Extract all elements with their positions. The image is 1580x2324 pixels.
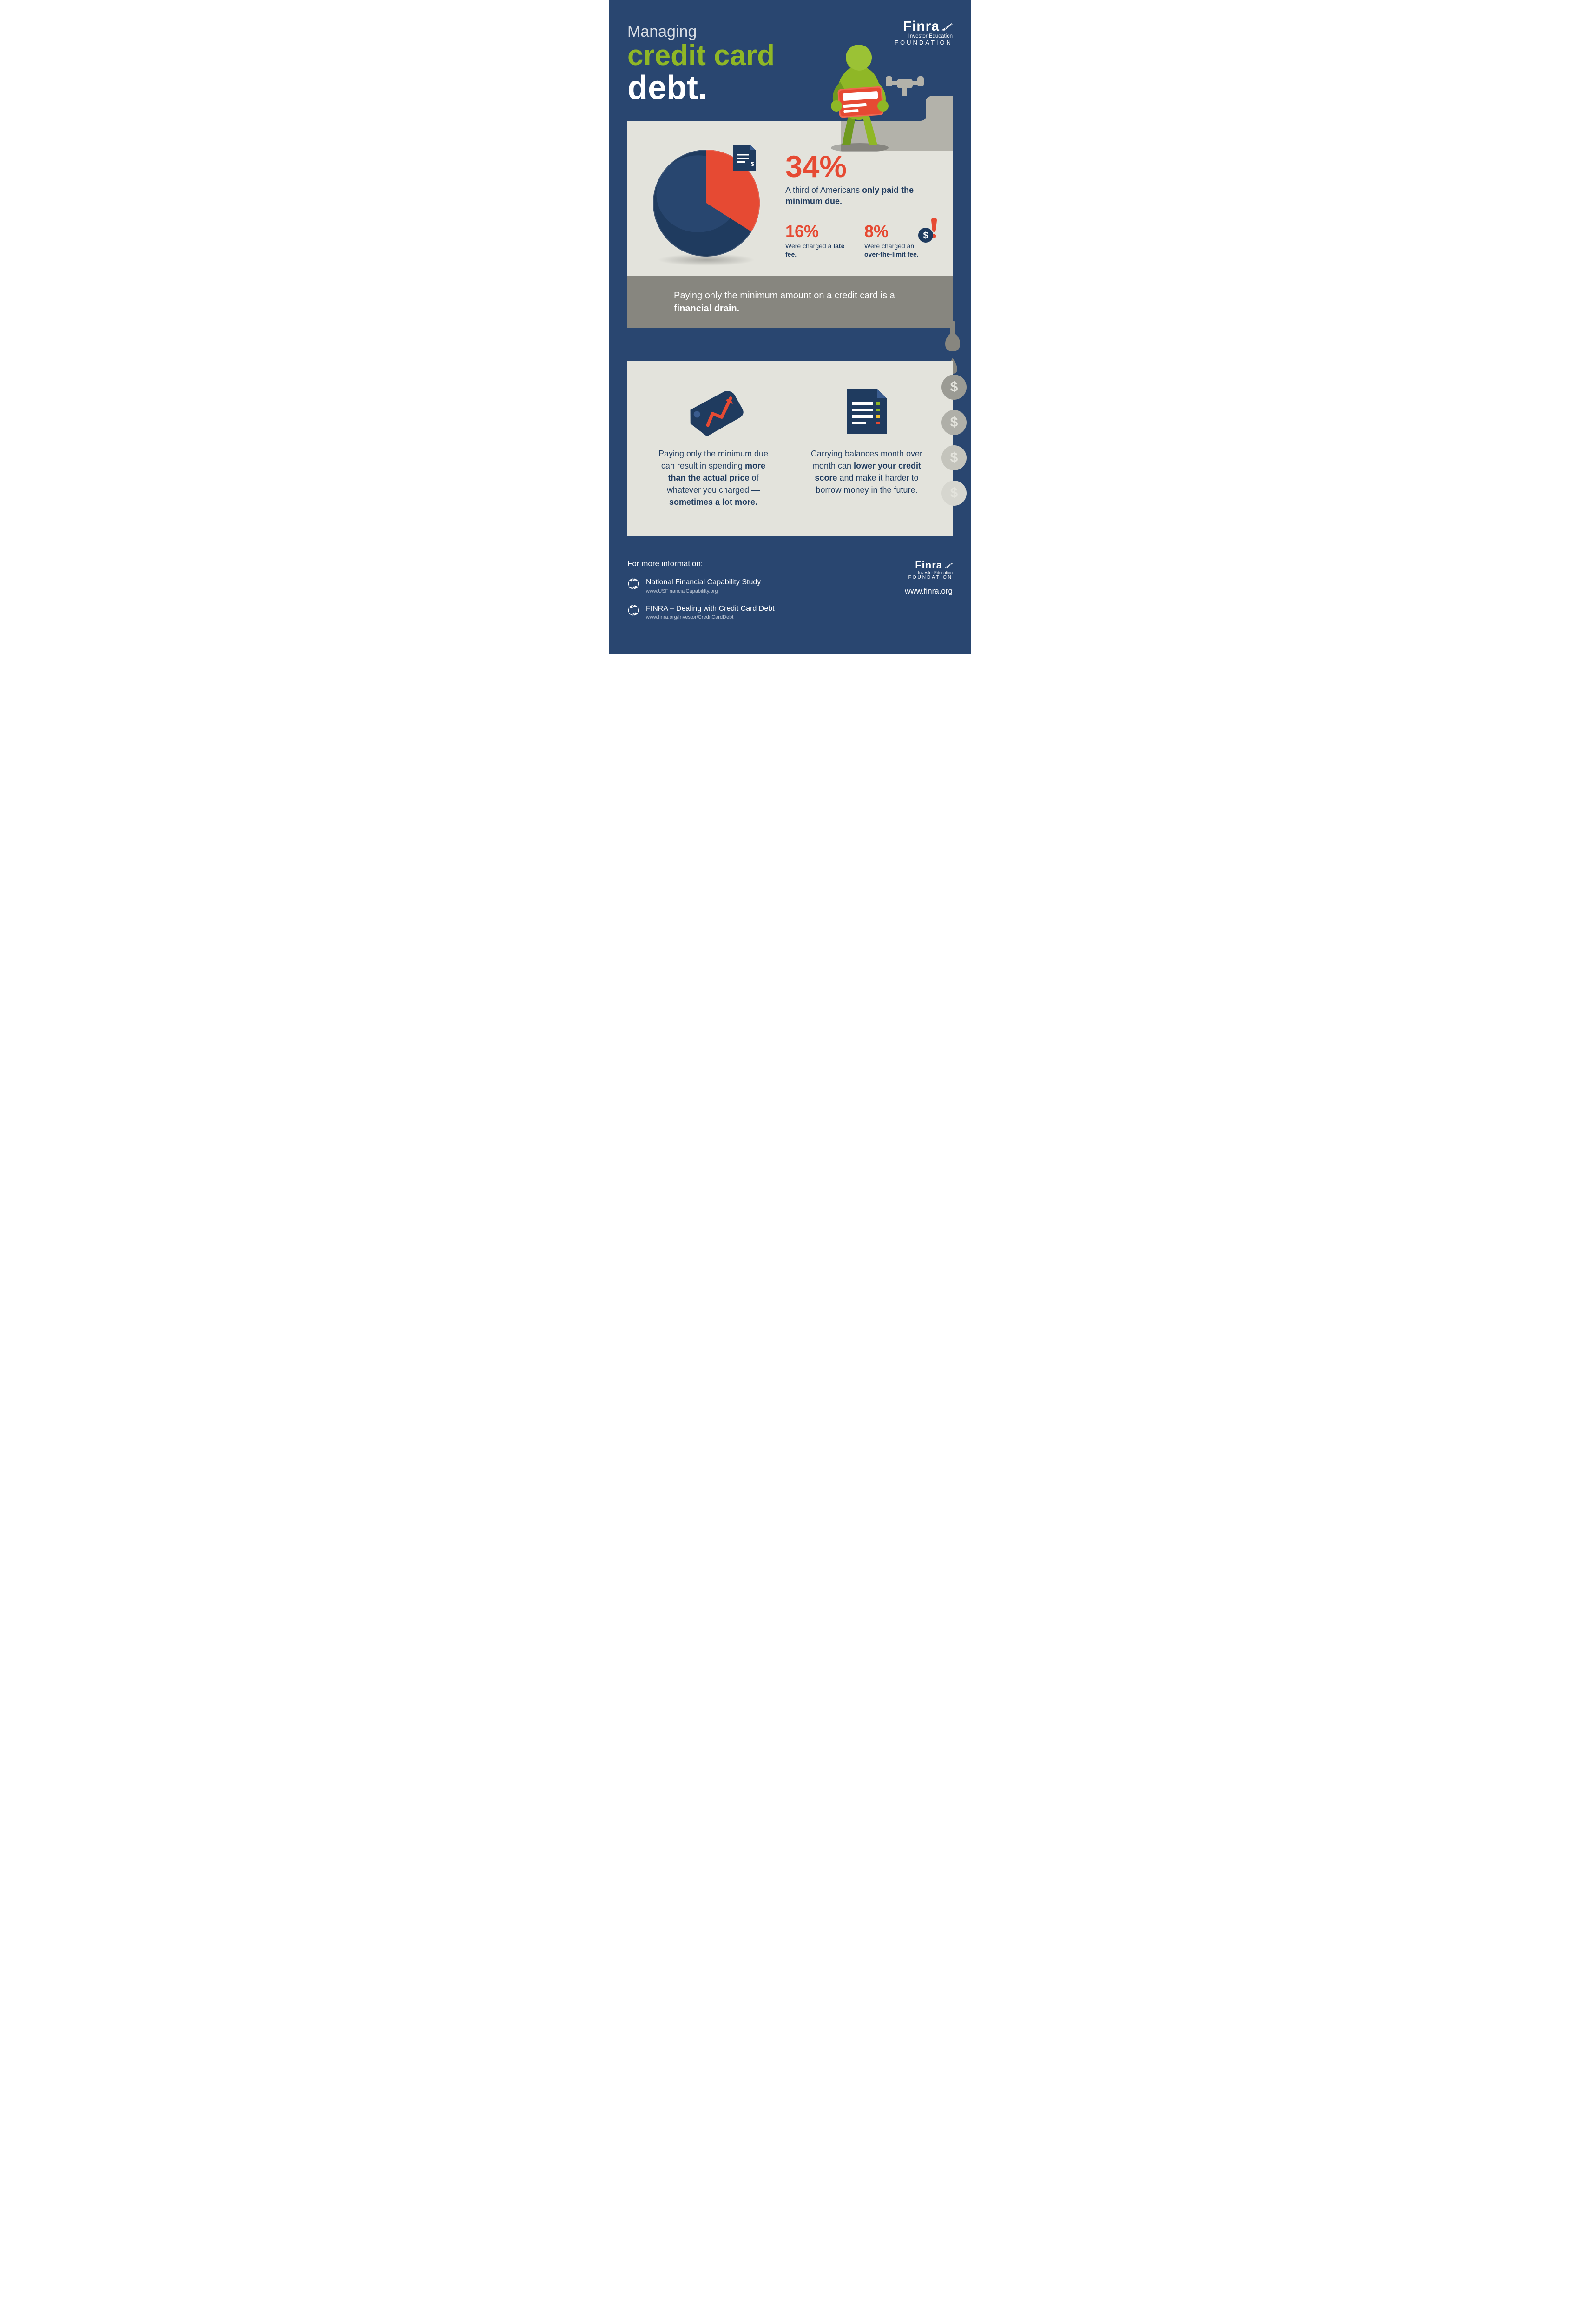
credit-report-icon [799, 386, 934, 437]
finra-logo-footer: Finra Investor Education FOUNDATION [905, 559, 953, 580]
resource-url: www.USFinancialCapabililty.org [646, 588, 761, 594]
coin-stack-icon: $ $ $ $ [941, 375, 967, 506]
stat-late-fee: 16% Were charged a late fee. [785, 223, 846, 259]
svg-text:$: $ [923, 231, 928, 241]
resource-link[interactable]: National Financial Capability Studywww.U… [627, 578, 775, 594]
headline-line1: Managing [627, 23, 775, 40]
logo-word: Finra [903, 19, 940, 34]
resource-url: www.finra.org/Investor/CreditCardDebt [646, 614, 775, 620]
header: Managing credit card debt. [627, 19, 953, 121]
coin-icon: $ [941, 375, 967, 400]
stat-b-text: Were charged an over-the-limit fee. [864, 242, 925, 259]
stat-b-pct: 8% [864, 223, 925, 240]
coin-icon: $ [941, 410, 967, 435]
stat-a-pct: 16% [785, 223, 846, 240]
coin-icon: $ [941, 481, 967, 506]
stat-a-text: Were charged a late fee. [785, 242, 846, 259]
price-tag-trend-icon [646, 386, 781, 437]
footer: For more information: National Financial… [627, 559, 953, 630]
invoice-icon: $ [731, 144, 757, 175]
footer-url: www.finra.org [905, 587, 953, 596]
info-col-price: Paying only the minimum due can result i… [646, 386, 781, 508]
alert-dollar-icon: $ [917, 217, 941, 246]
globe-icon [627, 578, 639, 590]
headline: Managing credit card debt. [627, 23, 775, 106]
logo-chip-icon [944, 559, 953, 571]
resource-title: FINRA – Dealing with Credit Card Debt [646, 604, 775, 613]
svg-text:$: $ [751, 161, 754, 167]
pie-shadow [658, 254, 755, 266]
panel-consequences: Paying only the minimum due can result i… [627, 361, 953, 536]
headline-line2: credit card [627, 40, 775, 71]
headline-line3: debt. [627, 71, 775, 106]
info-col-credit-score: Carrying balances month over month can l… [799, 386, 934, 508]
callout-band: Paying only the minimum amount on a cred… [627, 276, 953, 328]
resource-title: National Financial Capability Study [646, 578, 761, 587]
info-b-text: Carrying balances month over month can l… [806, 448, 927, 496]
footer-resources: For more information: National Financial… [627, 559, 775, 630]
stats-column: 34% A third of Americans only paid the m… [785, 146, 934, 259]
infographic-canvas: Managing credit card debt. [609, 0, 971, 654]
coin-icon: $ [941, 445, 967, 470]
pie-chart: $ [646, 146, 767, 262]
stat-over-limit: $ 8% Were charged an over-the-limit fee. [864, 223, 925, 259]
resource-link[interactable]: FINRA – Dealing with Credit Card Debtwww… [627, 604, 775, 620]
footer-heading: For more information: [627, 559, 775, 568]
globe-icon [627, 604, 639, 616]
footer-brand: Finra Investor Education FOUNDATION www.… [905, 559, 953, 596]
person-with-card-icon [813, 37, 906, 156]
logo-chip-icon [941, 19, 953, 34]
stat-main-text: A third of Americans only paid the minim… [785, 185, 920, 207]
info-a-text: Paying only the minimum due can result i… [653, 448, 774, 508]
